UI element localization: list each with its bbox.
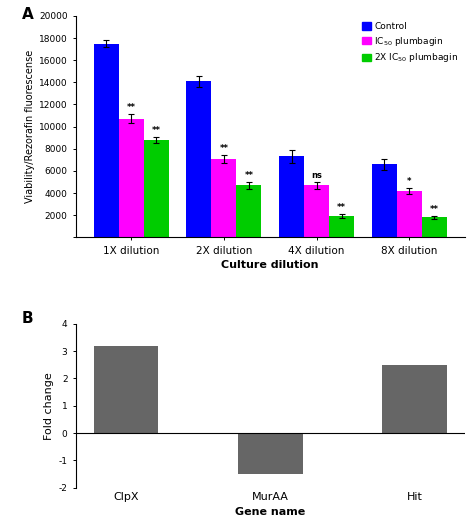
Text: **: ** — [245, 171, 253, 180]
Bar — [211, 158, 237, 237]
Bar — [372, 164, 397, 237]
Bar — [118, 119, 144, 237]
Bar — [237, 186, 261, 237]
Y-axis label: Viability/Rezorafin fluorescense: Viability/Rezorafin fluorescense — [25, 50, 35, 203]
Text: *: * — [407, 177, 411, 186]
Text: **: ** — [219, 144, 228, 153]
Legend: Control, IC$_{50}$ plumbagin, 2X IC$_{50}$ plumbagin: Control, IC$_{50}$ plumbagin, 2X IC$_{50… — [360, 21, 460, 66]
Bar — [422, 217, 447, 237]
Bar — [279, 156, 304, 237]
Bar — [186, 81, 211, 237]
Y-axis label: Fold change: Fold change — [45, 372, 55, 440]
Text: B: B — [21, 311, 33, 326]
Text: **: ** — [152, 126, 161, 135]
Text: ns: ns — [311, 171, 322, 180]
Bar — [238, 433, 302, 474]
Text: **: ** — [337, 203, 346, 212]
X-axis label: Culture dilution: Culture dilution — [221, 260, 319, 270]
Text: **: ** — [430, 205, 439, 214]
X-axis label: Gene name: Gene name — [235, 507, 305, 517]
Bar — [93, 346, 158, 433]
Bar — [144, 140, 169, 237]
Bar — [397, 191, 422, 237]
Text: **: ** — [127, 103, 136, 112]
Bar — [382, 365, 447, 433]
Text: A: A — [21, 7, 33, 22]
Bar — [329, 216, 354, 237]
Bar — [93, 43, 118, 237]
Bar — [304, 186, 329, 237]
